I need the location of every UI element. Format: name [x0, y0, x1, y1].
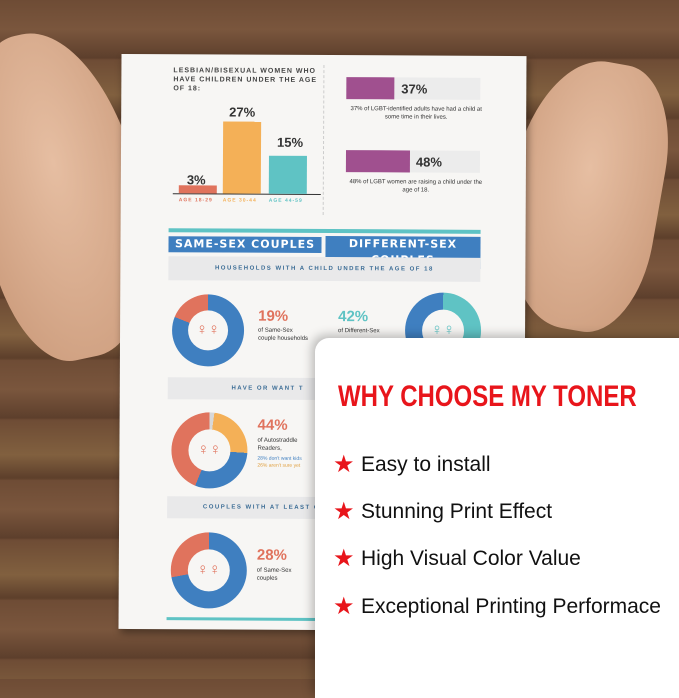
- donut-text: of Same-Sex: [256, 567, 292, 574]
- band-households: HOUSEHOLDS WITH A CHILD UNDER THE AGE OF…: [168, 256, 481, 282]
- bar-44-59: [268, 155, 307, 194]
- stat-value: 48%: [415, 154, 443, 170]
- feature-text: Easy to install: [361, 452, 491, 476]
- divider: [322, 65, 325, 216]
- stat-text: 48% of LGBT women are raising a child un…: [349, 179, 483, 194]
- promo-card: [315, 338, 679, 698]
- female-couple-icon: ♀♀: [196, 561, 221, 579]
- feature-text: Stunning Print Effect: [361, 499, 553, 523]
- donut-28: ♀♀: [170, 532, 248, 609]
- stat-bar-48: [345, 150, 481, 173]
- star-icon: ★: [333, 498, 355, 525]
- donut-text: of Same-Sex: [258, 327, 293, 334]
- stat-value: 37%: [401, 81, 428, 97]
- donut-text: of Different-Sex: [338, 328, 380, 335]
- bar-value: 3%: [186, 172, 206, 188]
- feature-text: High Visual Color Value: [361, 546, 581, 570]
- bar-label: AGE 18-29: [178, 197, 213, 204]
- bar-chart: 3% 27% 15%: [172, 104, 322, 195]
- donut-text: couples: [256, 575, 278, 582]
- bar-chart-caption: LESBIAN/BISEXUAL WOMEN WHO HAVE CHILDREN…: [173, 67, 318, 93]
- bar-30-44: [222, 121, 262, 194]
- feature-text: Exceptional Printing Performace: [361, 594, 661, 618]
- stat-text: 37% of LGBT-identified adults have had a…: [350, 106, 482, 121]
- donut-text: of Autostraddle: [257, 437, 298, 444]
- star-icon: ★: [333, 451, 355, 478]
- bar-label: AGE 30-44: [222, 197, 257, 204]
- donut-value: 44%: [257, 416, 288, 434]
- donut-text: Readers,: [257, 445, 282, 452]
- header-same-sex: SAME-SEX COUPLES: [168, 236, 322, 253]
- star-icon: ★: [333, 593, 355, 620]
- donut-value: 28%: [256, 546, 287, 564]
- bar-value: 27%: [229, 104, 256, 120]
- donut-44: ♀♀: [171, 412, 248, 489]
- star-icon: ★: [333, 545, 355, 572]
- donut-note: 26% aren't sure yet: [257, 462, 301, 469]
- donut-19: ♀♀: [171, 294, 245, 367]
- bar-label: AGE 44-59: [268, 197, 303, 204]
- promo-title: WHY CHOOSE MY TONER: [338, 380, 637, 413]
- donut-text: couple households: [258, 335, 309, 342]
- bar-value: 15%: [277, 134, 304, 150]
- female-couple-icon: ♀♀: [196, 321, 221, 339]
- female-couple-icon: ♀♀: [197, 441, 222, 459]
- teal-rule: [168, 228, 481, 234]
- feature-item: ★ Exceptional Printing Performace: [333, 592, 661, 621]
- donut-value: 19%: [258, 307, 289, 325]
- feature-item: ★ Stunning Print Effect: [333, 497, 552, 526]
- feature-item: ★ High Visual Color Value: [333, 544, 581, 573]
- feature-item: ★ Easy to install: [333, 450, 491, 479]
- donut-value: 42%: [338, 308, 369, 326]
